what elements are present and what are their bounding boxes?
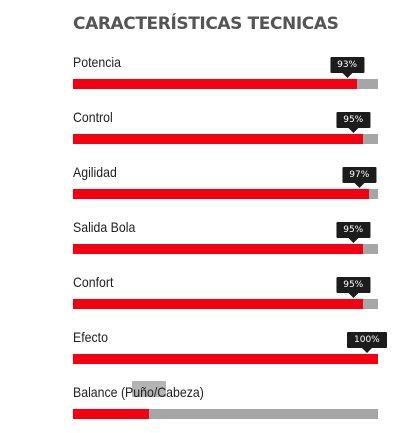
feature-label: Agilidad bbox=[73, 164, 117, 180]
value-tooltip-placeholder: 00% bbox=[132, 381, 167, 397]
progress-fill bbox=[73, 299, 363, 309]
feature-label: Salida Bola bbox=[73, 219, 136, 235]
feature-label: Potencia bbox=[73, 54, 121, 70]
value-tooltip: 95% bbox=[336, 277, 371, 298]
feature-row-salida-bola: Salida Bola 95% bbox=[73, 219, 378, 259]
progress-track bbox=[73, 189, 378, 199]
progress-fill bbox=[73, 244, 363, 254]
feature-row-balance: 00% Balance (Puño/Cabeza) bbox=[73, 381, 378, 424]
section-title: CARACTERÍSTICAS TECNICAS bbox=[73, 14, 339, 34]
feature-label: Balance (Puño/Cabeza) bbox=[73, 384, 204, 400]
value-tooltip: 95% bbox=[336, 112, 371, 133]
progress-track bbox=[73, 409, 378, 419]
feature-row-control: Control 95% bbox=[73, 109, 378, 149]
feature-row-agilidad: Agilidad 97% bbox=[73, 164, 378, 204]
progress-fill bbox=[73, 189, 369, 199]
feature-row-potencia: Potencia 93% bbox=[73, 54, 378, 94]
progress-fill bbox=[73, 134, 363, 144]
feature-label: Confort bbox=[73, 274, 114, 290]
progress-fill bbox=[73, 354, 378, 364]
feature-label: Control bbox=[73, 109, 113, 125]
progress-track bbox=[73, 134, 378, 144]
progress-fill bbox=[73, 79, 357, 89]
feature-row-confort: Confort 95% bbox=[73, 274, 378, 314]
progress-track bbox=[73, 79, 378, 89]
feature-row-efecto: Efecto 100% bbox=[73, 329, 387, 369]
progress-track bbox=[73, 299, 378, 309]
value-tooltip: 95% bbox=[336, 222, 371, 243]
value-tooltip: 93% bbox=[330, 57, 365, 78]
value-tooltip: 100% bbox=[347, 332, 387, 353]
value-tooltip: 97% bbox=[342, 167, 377, 188]
progress-fill bbox=[73, 409, 150, 419]
feature-label: Efecto bbox=[73, 329, 108, 345]
progress-track bbox=[73, 354, 378, 364]
progress-track bbox=[73, 244, 378, 254]
